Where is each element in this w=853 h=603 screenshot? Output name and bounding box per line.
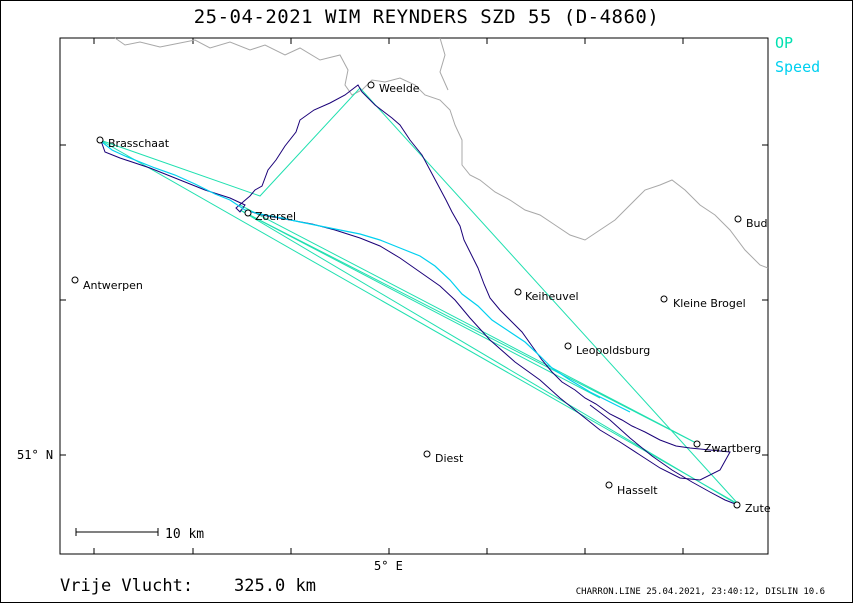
diest-marker (423, 450, 431, 458)
zwartberg-marker (693, 440, 701, 448)
kleine-brogel-marker (660, 295, 668, 303)
budel-marker (734, 215, 742, 223)
place-label-leopoldsburg: Leopoldsburg (576, 344, 650, 357)
keiheuvel-marker (514, 288, 522, 296)
longitude-label: 5° E (374, 559, 403, 573)
legend-speed: Speed (775, 58, 821, 76)
place-label-budel: Bud (746, 217, 768, 230)
place-label-brasschaat: Brasschaat (108, 137, 170, 150)
latitude-label: 51° N (17, 448, 53, 462)
brasschaat-marker (96, 136, 104, 144)
flight-track-speed (101, 141, 631, 413)
axis-ticks (60, 38, 768, 554)
place-markers (71, 81, 742, 509)
map-frame (59, 37, 769, 555)
place-label-diest: Diest (435, 452, 464, 465)
map-title: 25-04-2021 WIM REYNDERS SZD 55 (D-4860) (193, 6, 660, 28)
distance-summary: Vrije Vlucht: 325.0 km (60, 576, 316, 596)
place-label-hasselt: Hasselt (617, 484, 658, 497)
place-label-zutendaal: Zute (745, 502, 771, 515)
scale-bar-label: 10 km (165, 527, 204, 542)
hasselt-marker (605, 481, 613, 489)
credit-line: CHARRON.LINE 25.04.2021, 23:40:12, DISLI… (575, 587, 825, 597)
leopoldsburg-marker (564, 342, 572, 350)
weelde-marker (367, 81, 375, 89)
legend-op: OP (775, 34, 794, 52)
place-label-keiheuvel: Keiheuvel (525, 290, 579, 303)
zutendaal-marker (733, 501, 741, 509)
place-label-kleine-brogel: Kleine Brogel (673, 297, 746, 310)
country-border-east (439, 37, 449, 91)
country-border (114, 37, 769, 269)
flight-track-final (589, 404, 739, 506)
place-label-zwartberg: Zwartberg (704, 442, 761, 455)
place-label-weelde: Weelde (379, 82, 420, 95)
flight-track (99, 84, 731, 481)
place-label-antwerpen: Antwerpen (83, 279, 143, 292)
antwerpen-marker (71, 276, 79, 284)
distance-label: Vrije Vlucht: (60, 576, 194, 596)
task-lines (99, 87, 741, 507)
distance-value: 325.0 km (234, 576, 316, 596)
zoersel-marker (244, 209, 252, 217)
scale-bar (75, 528, 159, 536)
place-label-zoersel: Zoersel (255, 210, 296, 223)
